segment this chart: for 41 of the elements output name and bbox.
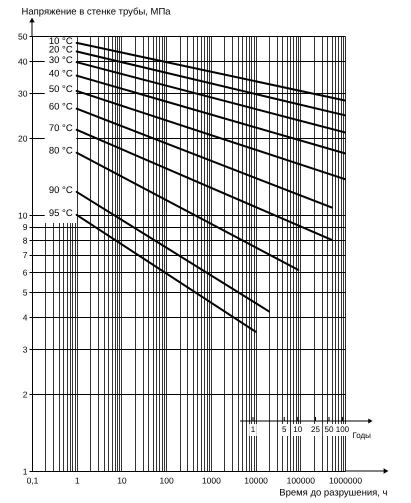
y-tick-label: 2 bbox=[22, 389, 28, 400]
series-label: 70 °C bbox=[48, 122, 73, 134]
annotation: 10 bbox=[293, 425, 303, 434]
x-tick-label: 1 bbox=[74, 476, 80, 486]
y-tick-label: 7 bbox=[22, 250, 28, 260]
annotation: 100 bbox=[336, 425, 350, 434]
x-tick-label: 0,1 bbox=[26, 476, 39, 486]
annotation: 25 bbox=[311, 425, 321, 434]
y-tick-label: 10 bbox=[18, 210, 28, 220]
series-label: 30 °C bbox=[48, 55, 73, 66]
y-tick-label: 9 bbox=[22, 222, 28, 232]
text: Годы bbox=[352, 431, 372, 440]
y-tick-label: 30 bbox=[18, 88, 28, 98]
y-tick-label: 1 bbox=[22, 466, 28, 476]
series-label: 80 °C bbox=[48, 146, 73, 157]
annotation: 1 bbox=[250, 425, 256, 434]
y-tick-label: 40 bbox=[18, 56, 28, 66]
y-axis-title: Напряжение в стенке трубы, МПа bbox=[22, 6, 172, 18]
y-tick-label: 3 bbox=[22, 344, 28, 354]
x-tick-label: 100 bbox=[160, 476, 174, 486]
y-tick-label: 6 bbox=[22, 267, 28, 278]
series-label: 95 °C bbox=[48, 208, 73, 219]
series-label: 90 °C bbox=[48, 184, 73, 196]
series-label: 40 °C bbox=[48, 68, 73, 80]
annotation: 5 bbox=[282, 425, 288, 434]
series-label: 50 °C bbox=[48, 84, 73, 95]
y-tick-label: 5 bbox=[22, 288, 28, 298]
series-label: 10 °C bbox=[48, 36, 73, 47]
x-tick-label: 100000 bbox=[286, 476, 316, 486]
x-axis-title: Время до разрушения, ч bbox=[279, 488, 388, 498]
y-tick-label: 4 bbox=[22, 312, 28, 322]
y-tick-label: 20 bbox=[18, 133, 28, 144]
y-tick-label: 50 bbox=[18, 32, 28, 42]
series-label: 20 °C bbox=[48, 44, 73, 56]
x-tick-label: 1000 bbox=[202, 476, 222, 486]
x-tick-label: 1000000 bbox=[328, 476, 362, 486]
annotation: 50 bbox=[324, 425, 334, 434]
x-tick-label: 10000 bbox=[244, 476, 268, 486]
series-label: 60 °C bbox=[48, 102, 73, 113]
y-tick-label: 8 bbox=[22, 235, 28, 246]
x-tick-label: 10 bbox=[117, 476, 127, 486]
